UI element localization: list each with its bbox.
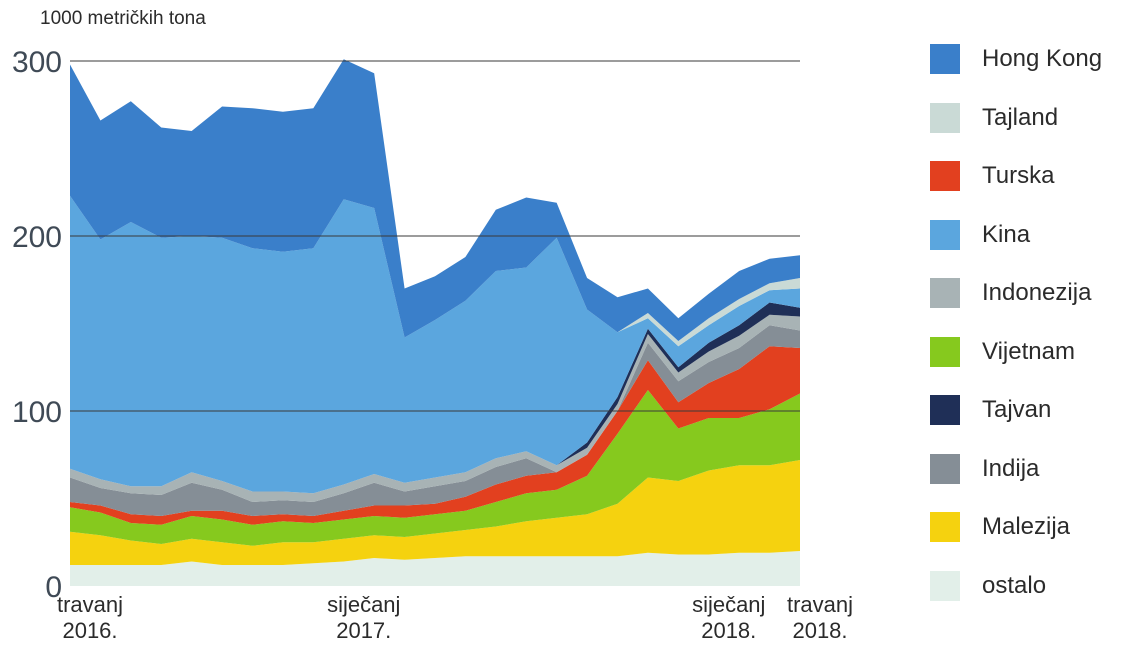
legend-swatch [930, 453, 960, 484]
gridlines [70, 60, 800, 412]
x-tick-label: 2016. [62, 618, 117, 643]
area-hong-kong [70, 59, 800, 341]
area-vijetnam [70, 390, 800, 546]
y-tick-label: 0 [45, 571, 62, 604]
legend-swatch [930, 44, 960, 75]
x-axis-ticks: travanj2016.siječanj2017.siječanj2018.tr… [57, 592, 853, 643]
legend-item-malezija: Malezija [930, 498, 1120, 557]
legend-item-turska: Turska [930, 147, 1120, 206]
x-tick-label: travanj [787, 592, 853, 617]
chart-areas [70, 59, 800, 586]
legend-swatch [930, 336, 960, 367]
y-axis-unit-label: 1000 metričkih tona [40, 8, 206, 29]
legend-label: Indonezija [982, 279, 1092, 307]
legend-label: Tajvan [982, 396, 1052, 424]
legend: Hong Kong Tajland Turska Kina Indonezija Vije… [930, 30, 1120, 615]
y-tick-label: 100 [12, 396, 62, 429]
legend-item-kina: Kina [930, 206, 1120, 265]
legend-swatch [930, 512, 960, 543]
x-tick-label: siječanj [327, 592, 400, 617]
x-tick-label: 2017. [336, 618, 391, 643]
legend-swatch [930, 219, 960, 250]
y-tick-label: 200 [12, 221, 62, 254]
x-tick-label: 2018. [792, 618, 847, 643]
legend-swatch [930, 102, 960, 133]
legend-label: Kina [982, 220, 1031, 248]
legend-swatch [930, 395, 960, 426]
legend-item-tajvan: Tajvan [930, 381, 1120, 440]
legend-swatch [930, 278, 960, 309]
legend-item-ostalo: ostalo [930, 557, 1120, 616]
legend-item-hong-kong: Hong Kong [930, 30, 1120, 89]
legend-label: Turska [982, 162, 1055, 190]
area-kina [70, 195, 800, 494]
legend-label: Indija [982, 454, 1040, 482]
legend-item-indonezija: Indonezija [930, 264, 1120, 323]
x-tick-label: 2018. [701, 618, 756, 643]
legend-swatch [930, 570, 960, 601]
legend-swatch [930, 161, 960, 192]
legend-item-indija: Indija [930, 440, 1120, 499]
x-tick-label: travanj [57, 592, 123, 617]
area-indija [70, 325, 800, 516]
legend-label: Hong Kong [982, 45, 1103, 73]
legend-label: Tajland [982, 103, 1059, 131]
legend-label: Vijetnam [982, 337, 1075, 365]
area-ostalo [70, 551, 800, 586]
legend-item-vijetnam: Vijetnam [930, 323, 1120, 382]
y-tick-label: 300 [12, 46, 62, 79]
y-axis-ticks: 0 100 200 300 [12, 46, 62, 604]
legend-label: ostalo [982, 571, 1047, 599]
legend-label: Malezija [982, 513, 1071, 541]
x-tick-label: siječanj [692, 592, 765, 617]
legend-item-tajland: Tajland [930, 89, 1120, 148]
area-malezija [70, 460, 800, 565]
